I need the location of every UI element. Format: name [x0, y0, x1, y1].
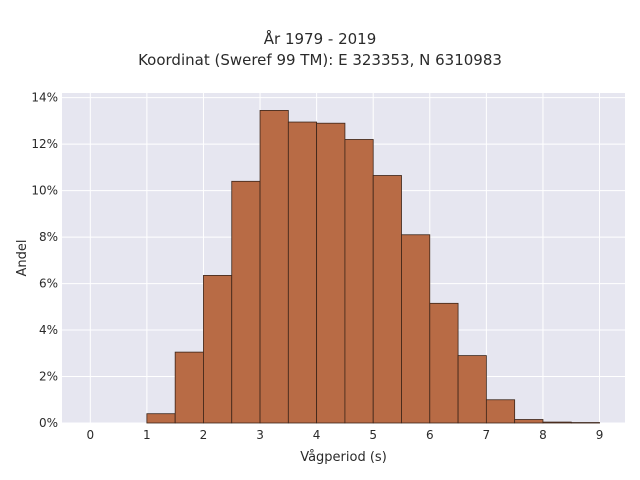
x-tick-label: 2: [200, 428, 208, 442]
y-axis-ticks: 0% 2% 4% 6% 8% 10% 12% 14%: [31, 91, 58, 430]
y-tick-label: 10%: [31, 184, 58, 198]
chart-title: År 1979 - 2019: [263, 30, 377, 48]
histogram-bar: [429, 302, 459, 424]
x-tick-label: 8: [539, 428, 547, 442]
bars: [146, 110, 600, 424]
histogram-bar: [570, 422, 600, 424]
y-tick-label: 0%: [39, 416, 58, 430]
x-tick-label: 1: [143, 428, 151, 442]
y-tick-label: 6%: [39, 277, 58, 291]
x-axis-ticks: 0 1 2 3 4 5 6 7 8 9: [86, 428, 603, 442]
y-tick-label: 14%: [31, 91, 58, 105]
histogram-bar: [344, 139, 374, 424]
histogram-bar: [542, 421, 572, 424]
x-tick-label: 0: [86, 428, 94, 442]
x-tick-label: 3: [256, 428, 264, 442]
y-axis-label: Andel: [15, 240, 30, 277]
histogram-bar: [231, 180, 261, 424]
histogram-bar: [401, 234, 431, 424]
histogram-bar: [316, 122, 346, 424]
x-tick-label: 7: [483, 428, 491, 442]
histogram-bar: [259, 110, 289, 424]
x-tick-label: 6: [426, 428, 434, 442]
y-tick-label: 4%: [39, 323, 58, 337]
x-tick-label: 5: [369, 428, 377, 442]
histogram-bar: [372, 175, 402, 424]
y-tick-label: 8%: [39, 230, 58, 244]
histogram-bar: [457, 355, 487, 424]
x-axis-label: Vågperiod (s): [300, 450, 387, 465]
histogram-bar: [514, 419, 544, 424]
y-tick-label: 12%: [31, 137, 58, 151]
histogram-bar: [287, 121, 318, 424]
histogram-bar: [203, 275, 233, 424]
histogram-bar: [146, 413, 176, 424]
x-tick-label: 4: [313, 428, 321, 442]
x-tick-label: 9: [596, 428, 604, 442]
histogram-bar: [174, 351, 204, 424]
chart-subtitle: Koordinat (Sweref 99 TM): E 323353, N 63…: [138, 51, 502, 69]
y-tick-label: 2%: [39, 370, 58, 384]
histogram-bar: [485, 399, 516, 424]
